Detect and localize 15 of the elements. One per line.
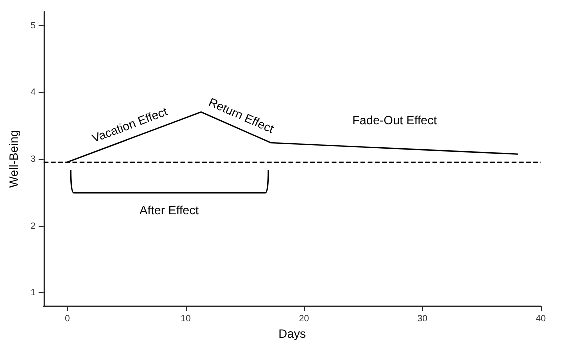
annotation: Vacation Effect xyxy=(90,104,170,146)
y-tick-label: 4 xyxy=(30,87,36,98)
y-tick-label: 1 xyxy=(30,288,36,298)
annotation: After Effect xyxy=(140,203,200,218)
y-tick-label: 2 xyxy=(30,220,36,231)
y-tick-label: 3 xyxy=(30,154,36,164)
x-tick-label: 30 xyxy=(418,314,428,324)
y-axis-title: Well-Being xyxy=(7,130,21,188)
x-axis-title: Days xyxy=(278,327,306,341)
y-tick-label: 5 xyxy=(30,20,36,30)
x-tick-label: 10 xyxy=(180,314,191,324)
annotation: Fade-Out Effect xyxy=(352,114,438,128)
x-tick-label: 20 xyxy=(299,314,310,324)
x-tick-label: 0 xyxy=(65,314,70,324)
x-tick-label: 40 xyxy=(536,314,546,324)
